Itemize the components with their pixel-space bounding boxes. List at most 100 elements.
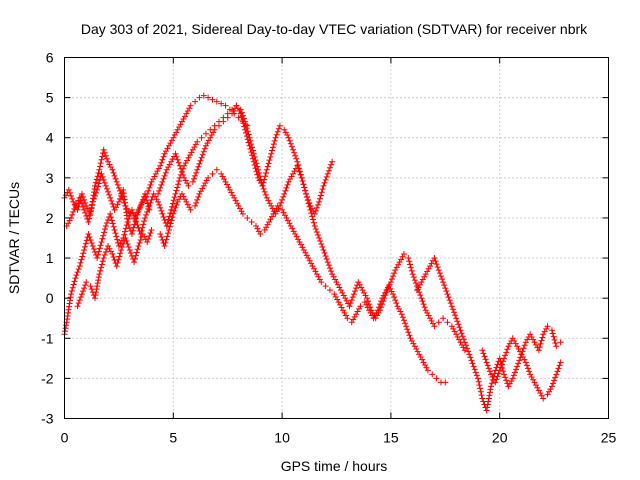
data-point [204, 140, 211, 147]
data-point [408, 337, 415, 344]
data-point [483, 407, 490, 414]
data-point [78, 200, 85, 207]
data-point [350, 291, 357, 298]
data-point [512, 340, 519, 347]
data-point [320, 247, 327, 254]
data-point [258, 179, 265, 186]
data-point [69, 284, 76, 291]
data-point [242, 121, 249, 128]
data-point [248, 141, 255, 148]
data-point [97, 163, 104, 170]
data-point [182, 177, 189, 184]
grid-lines [64, 57, 609, 419]
data-point [193, 169, 200, 176]
data-point [322, 253, 329, 260]
data-point [91, 192, 98, 199]
x-tick-label: 5 [169, 430, 177, 446]
data-point [443, 288, 450, 295]
data-point [144, 239, 151, 246]
data-point [440, 315, 447, 322]
data-point [106, 245, 113, 252]
data-point [485, 365, 492, 372]
data-point [330, 273, 337, 280]
data-point [161, 150, 168, 157]
data-point [103, 155, 110, 162]
data-point [224, 114, 231, 121]
data-point [498, 361, 505, 368]
data-point [215, 122, 222, 129]
data-point [175, 159, 182, 166]
data-point [96, 166, 103, 173]
data-point [222, 178, 229, 185]
data-point [318, 241, 325, 248]
data-point [362, 292, 369, 299]
data-point [353, 311, 360, 318]
data-point [202, 142, 209, 149]
data-point [280, 193, 287, 200]
data-point [470, 363, 477, 370]
data-point [528, 374, 535, 381]
data-point [127, 250, 134, 257]
data-point [160, 213, 167, 220]
data-point [145, 203, 152, 210]
data-marks [61, 92, 564, 414]
data-point [320, 182, 327, 189]
data-point [441, 282, 448, 289]
data-point [462, 342, 469, 349]
data-point [228, 189, 235, 196]
data-point [387, 279, 394, 286]
data-point [342, 295, 349, 302]
data-point [249, 144, 256, 151]
data-point [281, 190, 288, 197]
data-point [205, 94, 212, 101]
data-point [502, 374, 509, 381]
data-point [405, 329, 412, 336]
data-point [142, 214, 149, 221]
data-point [93, 189, 100, 196]
data-point [233, 102, 240, 109]
data-point [165, 164, 172, 171]
data-point [497, 364, 504, 371]
data-point [500, 368, 507, 375]
data-point [424, 367, 431, 374]
data-point [266, 200, 273, 207]
series-track-c [155, 102, 449, 386]
data-point [213, 98, 220, 105]
data-point [116, 253, 123, 260]
data-point [201, 145, 208, 152]
data-point [332, 276, 339, 283]
data-point [95, 274, 102, 281]
data-point [420, 301, 427, 308]
data-point [388, 288, 395, 295]
data-point [318, 189, 325, 196]
data-point [98, 156, 105, 163]
data-point [420, 359, 427, 366]
data-point [169, 214, 176, 221]
series-track-d [157, 166, 468, 354]
data-point [445, 294, 452, 301]
data-point [265, 197, 272, 204]
data-point [256, 173, 263, 180]
data-point [356, 281, 363, 288]
data-point [326, 287, 333, 294]
data-point [454, 333, 461, 340]
data-point [407, 335, 414, 342]
data-point [166, 223, 173, 230]
data-point [519, 348, 526, 355]
data-point [424, 268, 431, 275]
data-point [300, 181, 307, 188]
data-point [316, 195, 323, 202]
data-point [276, 122, 283, 129]
data-point [392, 297, 399, 304]
data-point [192, 98, 199, 105]
data-point [383, 287, 390, 294]
data-point [77, 197, 84, 204]
data-point [179, 118, 186, 125]
data-point [309, 263, 316, 270]
data-point [244, 128, 251, 135]
data-point [159, 210, 166, 217]
data-point [405, 255, 412, 262]
data-point [252, 157, 259, 164]
data-point [281, 126, 288, 133]
data-point [87, 237, 94, 244]
